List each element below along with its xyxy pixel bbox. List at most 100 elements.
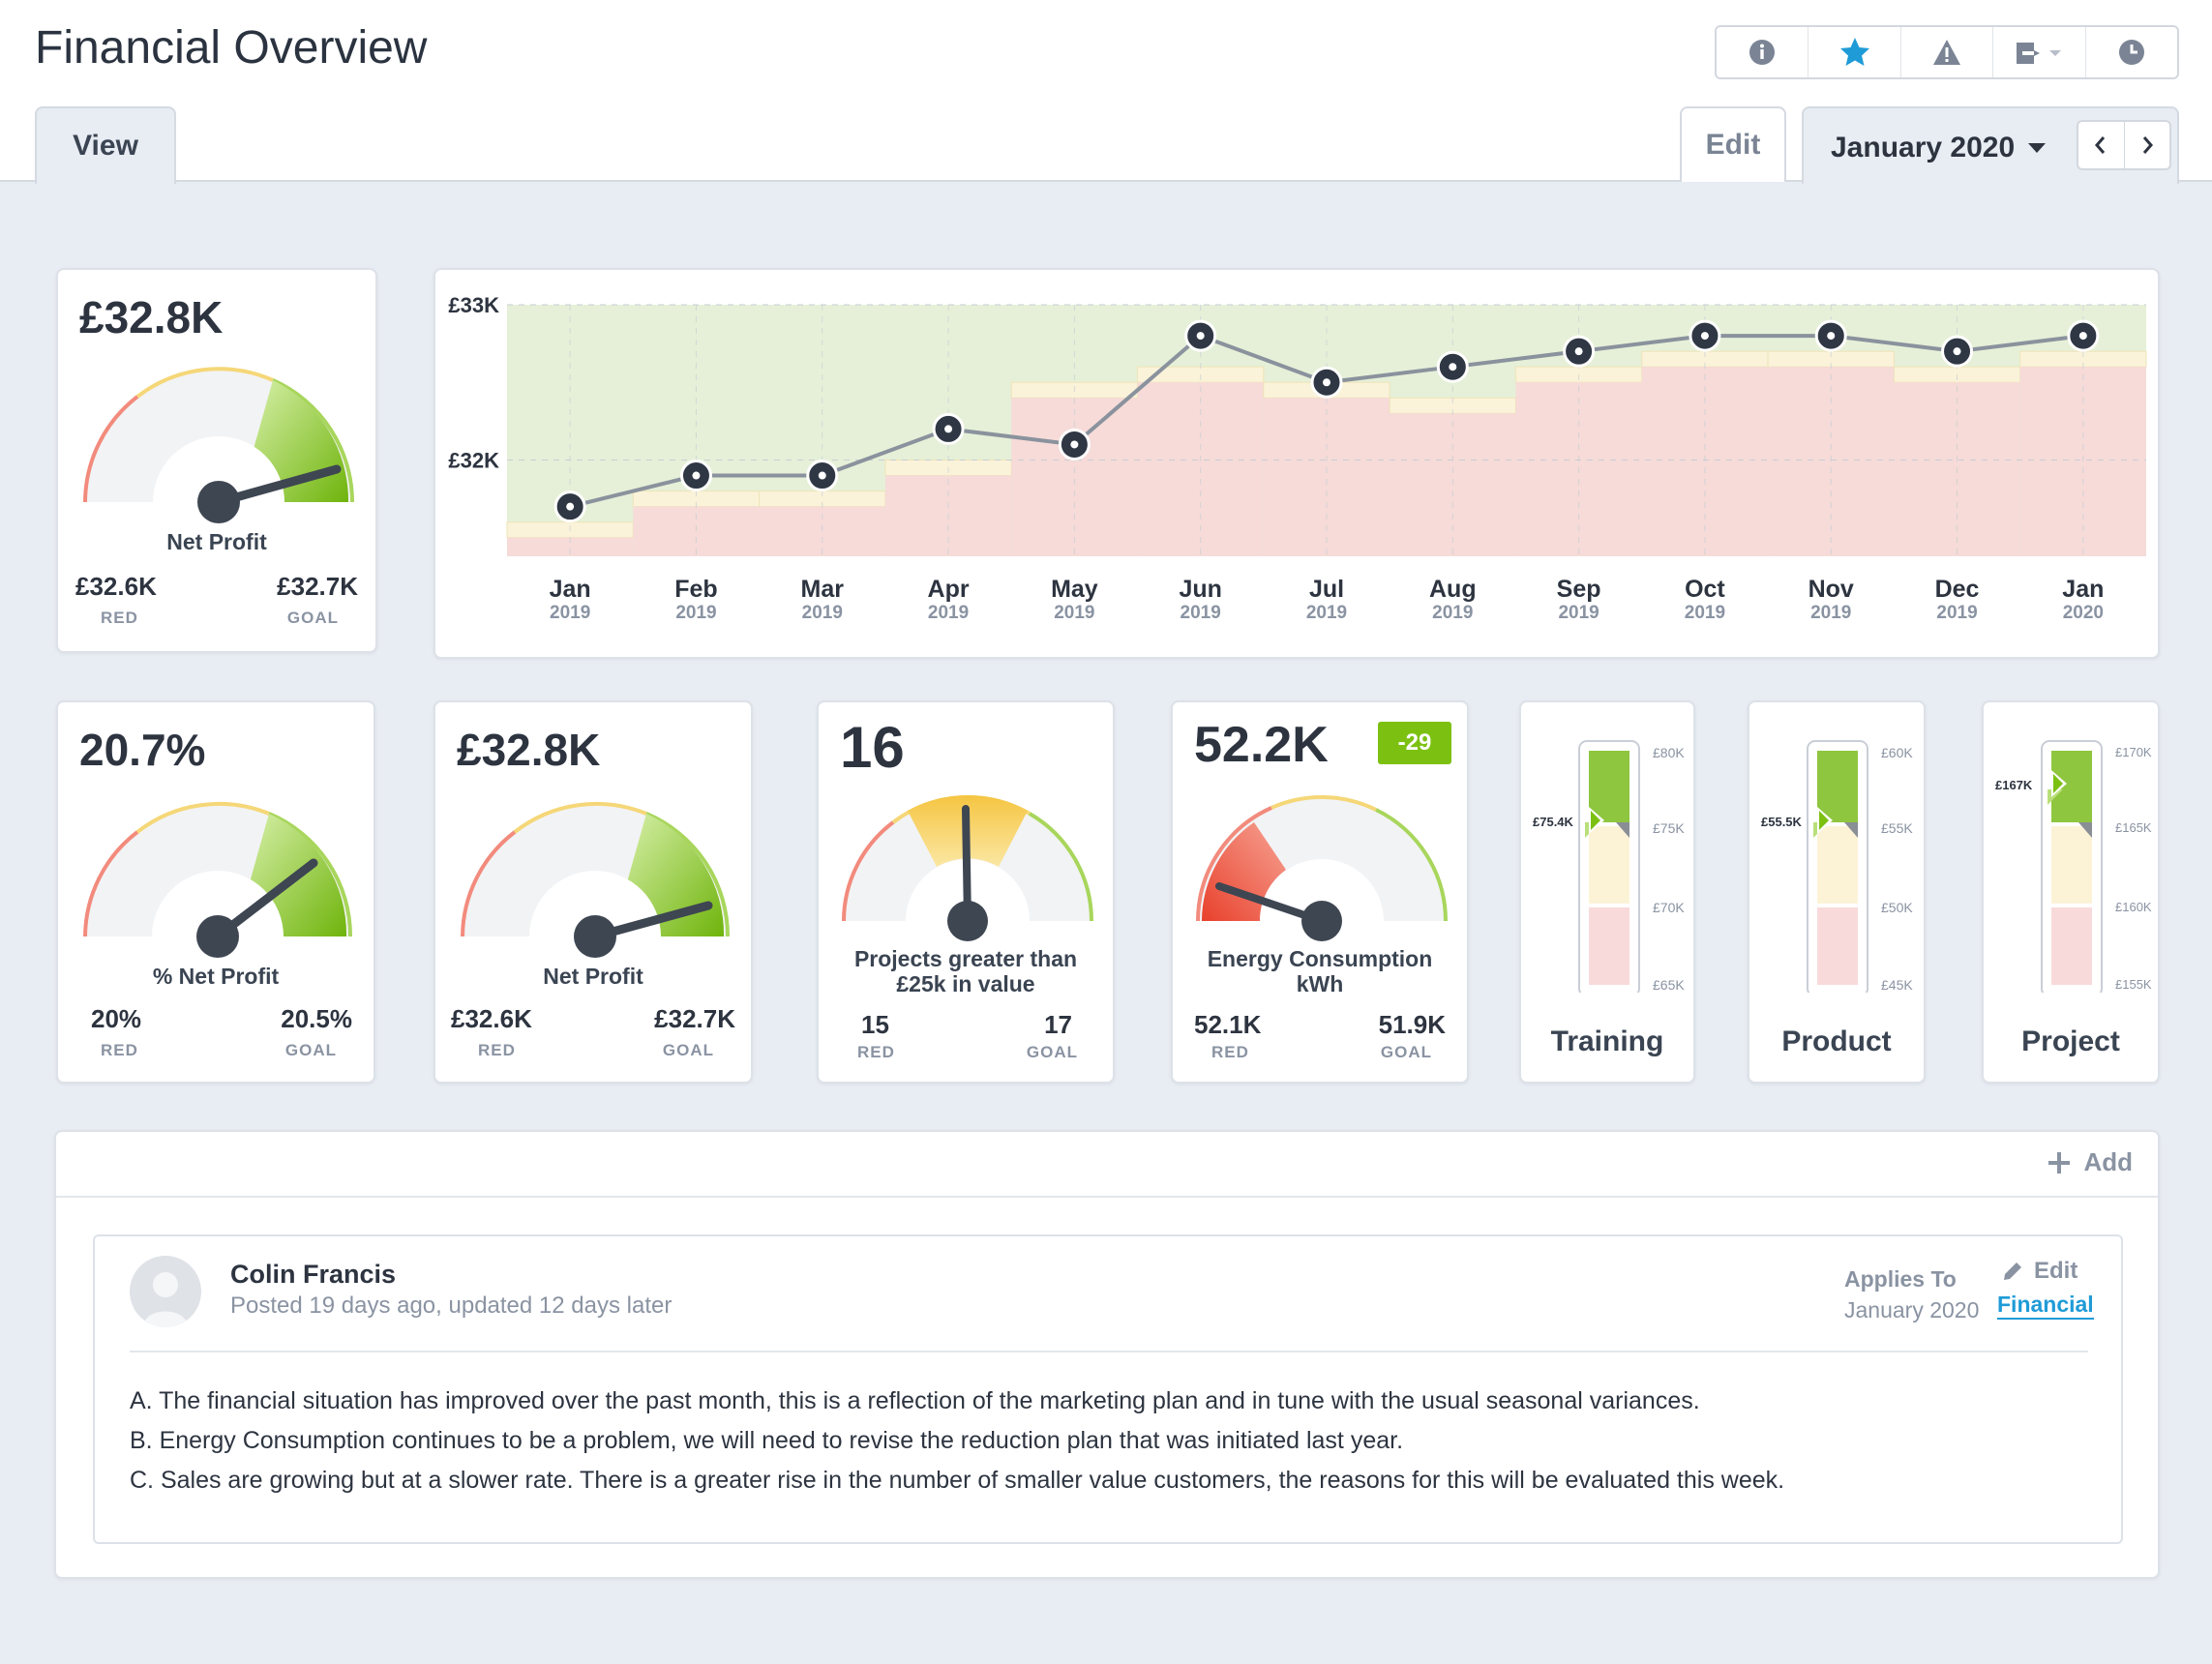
favorite-button[interactable] [1808,27,1901,77]
x-tick-month: Sep [1557,576,1601,603]
tick-label: £160K [2115,900,2152,914]
kpi-card-projects[interactable]: 16 Projects greater than £25k in value 1… [817,700,1115,1084]
warning-icon [1933,40,1961,65]
x-tick-year: 2019 [1558,603,1599,623]
tick-label: £165K [2115,820,2152,835]
comment-line: A. The financial situation has improved … [130,1387,1700,1414]
goal-caption: GOAL [284,1041,337,1059]
x-tick-month: Jul [1309,576,1344,603]
data-point-center [1323,378,1330,387]
data-point-center [944,425,953,433]
bar-title: Training [1550,1025,1664,1057]
red-caption: RED [857,1043,895,1061]
y-axis-ticks: £33K £32K [448,293,499,472]
financial-link[interactable]: Financial [1997,1291,2094,1320]
add-comment-button[interactable]: Add [2047,1147,2133,1177]
red-caption: RED [101,609,138,627]
x-tick-year: 2019 [928,603,969,623]
x-tick-month: Mar [801,576,845,603]
trend-chart-svg: £33K£32K Jan2019Feb2019Mar2019Apr2019May… [448,293,2147,623]
history-icon [2118,40,2144,65]
kpi-value: 20.7% [79,725,206,775]
kpi-card-product[interactable]: £55.5K £60K £55K £50K £45K Product [1748,700,1926,1084]
net-profit-trend-chart: £33K £32K Jan 2019 Feb 2019 Mar 2019 Apr 2019 May… [433,268,2160,659]
edit-comment-button[interactable]: Edit [2001,1258,2077,1285]
kpi-card-training[interactable]: £75.4K £80K £75K £70K £65K Training [1519,700,1695,1084]
marker-value: £75.4K [1533,815,1573,829]
x-tick-month: Apr [928,576,970,603]
data-point-center [1449,363,1457,371]
x-tick-year: 2019 [1936,603,1977,623]
data-point-center [2078,332,2087,341]
star-icon [1839,38,1869,66]
alerts-button[interactable] [1901,27,1994,77]
x-tick-month: Nov [1808,576,1854,603]
edit-tab[interactable]: Edit [1680,106,1786,182]
info-icon [1749,40,1776,65]
chevron-left-icon [2095,136,2106,154]
tick-label: £60K [1881,745,1913,760]
goal-value: 51.9K [1378,1010,1446,1039]
energy-gauge [1196,795,1448,941]
data-point-center [1953,347,1961,356]
data-point-center [692,471,701,480]
divider [56,1196,2158,1198]
x-tick-year: 2019 [550,603,590,623]
period-selector[interactable]: January 2020 [1802,106,2179,184]
comment-card: Colin Francis Posted 19 days ago, update… [93,1234,2123,1544]
tick-label: £80K [1653,745,1685,760]
next-period-button[interactable] [2125,122,2170,168]
bar-title: Product [1781,1025,1892,1057]
tick-label: £170K [2115,745,2152,759]
period-label: January 2020 [1831,132,2016,163]
tick-label: £70K [1653,900,1685,915]
chevron-down-icon [2028,143,2046,153]
kpi-card-energy[interactable]: 52.2K -29 Energy Consumption kWh 52.1K R… [1171,700,1469,1084]
comment-line: B. Energy Consumption continues to be a … [130,1427,1404,1454]
tick-label: £155K [2115,977,2152,992]
page-title: Financial Overview [35,22,428,74]
export-button[interactable] [1993,27,2086,77]
info-button[interactable] [1717,27,1809,77]
project-bullet-bar [2041,740,2103,993]
x-tick-month: May [1051,576,1098,603]
x-tick-year: 2019 [1810,603,1851,623]
red-value: 15 [861,1010,889,1039]
training-bullet-bar [1578,740,1640,993]
kpi-card-net-profit[interactable]: £32.8K Net Profit £32.6K RED £32.7K GOAL [433,700,753,1084]
x-tick-month: Oct [1685,576,1725,603]
net-profit-gauge [83,367,354,523]
goal-value: 20.5% [281,1004,352,1033]
x-tick-year: 2019 [1181,603,1221,623]
gauge-label: Net Profit [543,964,643,989]
x-tick-year: 2019 [1306,603,1347,623]
header-toolbar [1715,25,2179,79]
plus-icon [2048,1151,2071,1174]
comment-author: Colin Francis [230,1260,397,1289]
x-tick-month: Dec [1935,576,1980,603]
comment-timestamp: Posted 19 days ago, updated 12 days late… [230,1293,673,1319]
product-fill [1817,751,1858,822]
kpi-value: £32.8K [457,725,601,775]
kpi-card-project[interactable]: £167K £170K £165K £160K £155K Project [1982,700,2160,1084]
data-point-center [1070,440,1079,449]
series-points [553,319,2100,523]
kpi-card-net-profit-top[interactable]: £32.8K Net Profit £32.6K RED £32.7K GOAL [56,268,377,653]
tab-view[interactable]: View [35,106,176,184]
applies-to: Applies To January 2020 [1844,1263,1979,1325]
red-caption: RED [478,1041,516,1059]
comment-line: C. Sales are growing but at a slower rat… [130,1467,1785,1494]
applies-period: January 2020 [1844,1297,1980,1322]
x-axis-ticks: Jan2019Feb2019Mar2019Apr2019May2019Jun20… [550,576,2105,623]
period-nav [2077,120,2171,170]
red-value: £32.6K [451,1004,532,1033]
red-value: £32.6K [75,572,157,601]
history-button[interactable] [2086,27,2177,77]
gauge-label-line1: Projects greater than [853,946,1078,971]
goal-caption: GOAL [1380,1043,1432,1061]
x-tick-month: Aug [1429,576,1477,603]
kpi-card-pct-net-profit[interactable]: 20.7% % Net Profit 20% RED 20.5% GOAL [56,700,375,1084]
prev-period-button[interactable] [2078,122,2125,168]
comment-body: A. The financial situation has improved … [130,1382,1784,1501]
red-caption: RED [101,1041,138,1059]
